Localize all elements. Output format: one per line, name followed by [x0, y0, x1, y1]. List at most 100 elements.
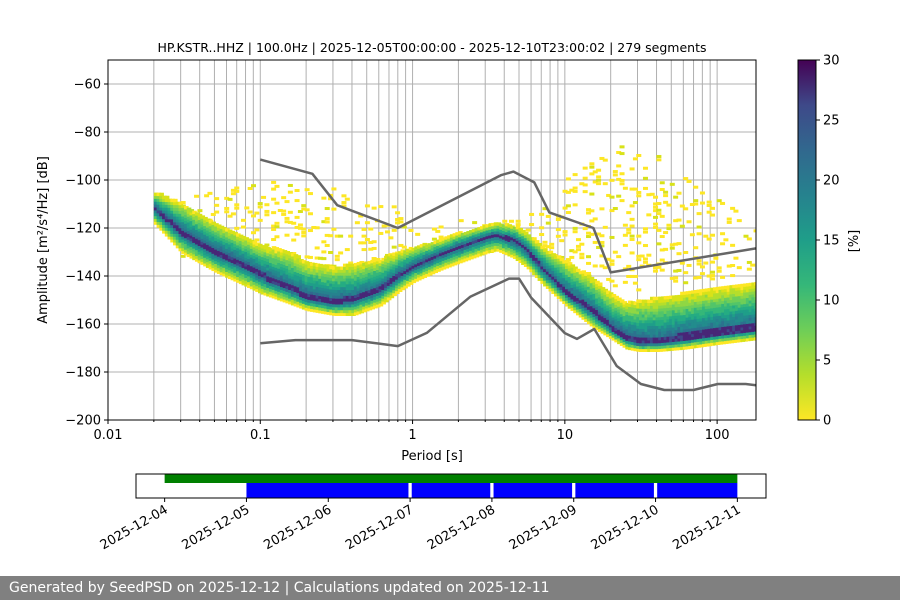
psd-cell	[639, 334, 644, 338]
psd-cell	[310, 271, 315, 275]
psd-cell	[751, 293, 756, 298]
psd-cell	[679, 261, 685, 265]
psd-cell	[288, 300, 293, 305]
psd-cell	[162, 210, 167, 214]
psd-cell	[584, 295, 589, 299]
psd-cell	[422, 263, 428, 267]
psd-cell	[181, 236, 186, 240]
psd-cell	[575, 291, 581, 296]
y-tick-label: −200	[65, 414, 101, 429]
psd-cell	[674, 341, 680, 345]
psd-cell	[545, 265, 551, 269]
psd-cell	[691, 301, 696, 306]
psd-cell	[745, 332, 751, 336]
psd-cell	[400, 281, 406, 285]
psd-cell	[214, 246, 219, 250]
psd-cell	[732, 284, 737, 289]
psd-cell	[375, 292, 381, 296]
psd-cell	[301, 306, 307, 310]
psd-cell	[370, 288, 375, 293]
psd-cell	[713, 336, 718, 340]
psd-cell	[167, 215, 173, 220]
psd-cell	[469, 253, 474, 257]
psd-cell	[721, 335, 726, 339]
psd-cell	[521, 238, 526, 242]
psd-cell	[532, 237, 537, 241]
psd-cell	[726, 302, 732, 307]
psd-cell	[200, 224, 206, 228]
psd-cell	[736, 266, 742, 270]
psd-cell	[458, 248, 463, 252]
psd-cell	[260, 288, 266, 292]
psd-cell	[625, 317, 630, 321]
psd-cell	[482, 242, 488, 246]
psd-cell	[378, 303, 384, 307]
psd-cell	[301, 268, 307, 273]
psd-cell	[656, 242, 662, 246]
psd-cell	[729, 311, 735, 315]
psd-cell	[351, 306, 356, 311]
psd-cell	[726, 291, 732, 295]
psd-cell	[565, 300, 570, 304]
psd-cell	[208, 254, 214, 258]
psd-cell	[384, 258, 389, 263]
psd-cell	[599, 234, 605, 238]
psd-cell	[715, 332, 721, 337]
psd-cell	[704, 299, 710, 304]
psd-cell	[659, 268, 665, 272]
psd-cell	[715, 341, 721, 345]
psd-cell	[263, 251, 269, 256]
psd-cell	[720, 242, 726, 246]
psd-cell	[688, 342, 693, 347]
psd-cell	[702, 332, 707, 336]
psd-cell	[688, 345, 693, 349]
psd-cell	[496, 239, 502, 244]
psd-cell	[216, 267, 222, 272]
psd-cell	[663, 345, 669, 349]
psd-cell	[395, 273, 400, 277]
psd-cell	[710, 339, 715, 343]
psd-cell	[688, 296, 693, 300]
psd-cell	[384, 261, 389, 265]
psd-cell	[721, 329, 726, 333]
psd-cell	[351, 292, 356, 296]
psd-cell	[616, 150, 622, 154]
psd-cell	[565, 280, 570, 284]
psd-cell	[639, 328, 644, 332]
psd-cell	[351, 295, 356, 299]
psd-cell	[159, 198, 164, 202]
psd-cell	[507, 238, 513, 243]
psd-cell	[589, 192, 595, 196]
psd-cell	[414, 269, 419, 274]
psd-cell	[599, 240, 605, 244]
psd-cell	[600, 318, 606, 323]
psd-cell	[416, 262, 422, 267]
psd-cell	[411, 262, 417, 266]
psd-cell	[329, 265, 334, 270]
psd-cell	[230, 256, 236, 261]
psd-cell	[299, 279, 304, 283]
psd-cell	[699, 320, 704, 325]
psd-cell	[480, 229, 485, 233]
psd-cell	[567, 265, 573, 269]
psd-cell	[381, 283, 386, 288]
psd-cell	[551, 276, 556, 280]
psd-cell	[362, 262, 367, 267]
psd-cell	[170, 239, 175, 243]
psd-cell	[425, 270, 430, 274]
psd-cell	[310, 288, 315, 292]
psd-cell	[606, 307, 611, 312]
psd-cell	[586, 309, 592, 313]
psd-cell	[233, 243, 238, 247]
psd-cell	[540, 254, 545, 258]
psd-cell	[463, 232, 469, 236]
psd-cell	[570, 272, 576, 277]
psd-cell	[230, 230, 236, 235]
psd-cell	[255, 271, 260, 275]
psd-cell	[485, 250, 491, 254]
psd-cell	[649, 314, 655, 318]
psd-cell	[370, 271, 375, 275]
psd-cell	[230, 236, 236, 240]
psd-cell	[693, 336, 699, 340]
psd-cell	[181, 221, 186, 226]
